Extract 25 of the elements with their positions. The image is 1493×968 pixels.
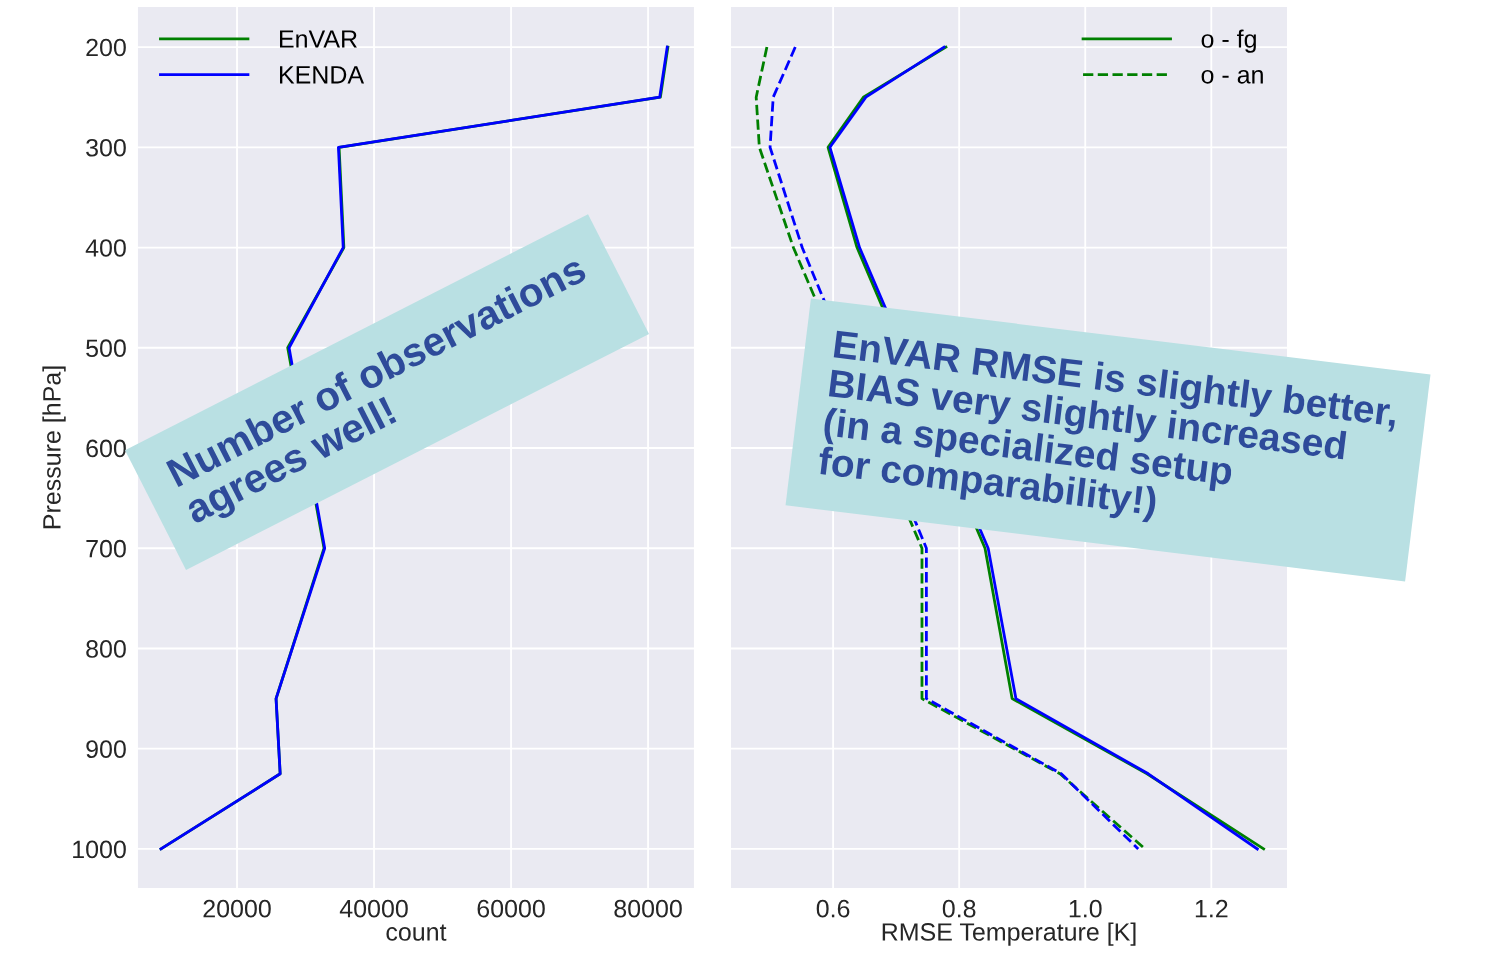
x-tick-label: 20000 xyxy=(203,899,271,918)
legend-label: o - an xyxy=(1201,69,1263,84)
x-tick-label: 0.8 xyxy=(942,899,976,918)
y-tick-label: 1000 xyxy=(73,840,126,859)
x-axis-title: count xyxy=(386,924,447,941)
legend-label: EnVAR xyxy=(280,30,357,48)
x-tick-label: 80000 xyxy=(614,899,682,918)
legend-label: o - fg xyxy=(1201,29,1256,53)
x-axis-title: RMSE Temperature [K] xyxy=(882,922,1136,946)
y-axis-title: Pressure [hPa] xyxy=(42,366,66,529)
annotation: EnVAR RMSE is slightly better, BIAS very slightly increased (in a specialized setup for comparability!) xyxy=(816,329,1398,523)
x-tick-label: 40000 xyxy=(339,899,408,918)
x-tick-label: 1.2 xyxy=(1195,899,1228,918)
y-tick-label: 600 xyxy=(86,439,126,458)
x-tick-label: 60000 xyxy=(477,899,545,918)
y-tick-label: 300 xyxy=(86,138,126,157)
y-tick-label: 900 xyxy=(86,740,126,759)
x-tick-label: 0.6 xyxy=(816,899,850,918)
y-tick-label: 700 xyxy=(86,539,126,558)
y-tick-label: 200 xyxy=(86,38,126,57)
y-tick-label: 800 xyxy=(86,640,126,658)
y-tick-label: 400 xyxy=(85,239,126,257)
legend-label: KENDA xyxy=(280,66,365,84)
x-tick-label: 1.0 xyxy=(1069,899,1102,918)
y-tick-label: 500 xyxy=(86,339,126,358)
